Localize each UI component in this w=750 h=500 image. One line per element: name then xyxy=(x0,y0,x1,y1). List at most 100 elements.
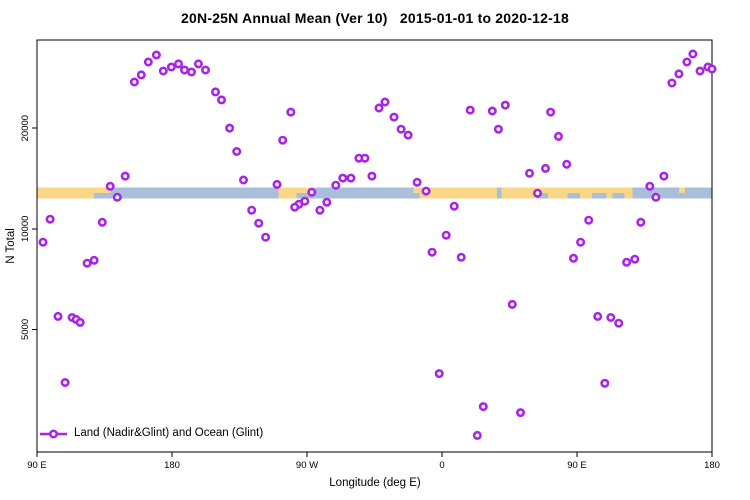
map-strip-land-segment xyxy=(278,187,297,199)
data-point xyxy=(614,318,624,328)
data-point xyxy=(315,205,325,215)
y-tick-label: 5000 xyxy=(20,319,31,340)
data-point xyxy=(225,123,235,133)
data-point xyxy=(421,186,431,196)
data-point xyxy=(645,181,655,191)
data-point xyxy=(261,232,271,242)
data-points xyxy=(38,49,717,440)
map-strip-ocean-segment xyxy=(592,193,607,199)
data-point xyxy=(532,188,542,198)
x-axis-title: Longitude (deg E) xyxy=(329,477,421,489)
data-point xyxy=(239,175,249,185)
data-point xyxy=(89,255,99,265)
data-point xyxy=(374,103,384,113)
data-point xyxy=(584,215,594,225)
data-point xyxy=(630,254,640,264)
data-point xyxy=(622,257,632,267)
legend-marker-icon xyxy=(40,429,67,439)
data-point xyxy=(487,106,497,116)
data-point xyxy=(367,171,377,181)
data-point xyxy=(688,49,698,59)
data-point xyxy=(45,214,55,224)
data-point xyxy=(211,87,221,97)
x-tick-label: 90 W xyxy=(296,460,318,471)
data-point xyxy=(53,311,63,321)
data-point xyxy=(695,66,705,76)
data-point xyxy=(151,50,161,60)
x-tick-label: 90 E xyxy=(27,460,47,471)
data-point xyxy=(682,57,692,67)
data-point xyxy=(553,131,563,141)
data-point xyxy=(562,159,572,169)
data-point xyxy=(667,78,677,88)
data-point xyxy=(143,57,153,67)
data-point xyxy=(651,192,661,202)
map-strip-land-segment xyxy=(94,187,111,194)
data-point xyxy=(331,180,341,190)
data-point xyxy=(515,408,525,418)
data-point xyxy=(606,312,616,322)
map-strip xyxy=(37,187,712,199)
data-point xyxy=(427,247,437,257)
data-point xyxy=(396,124,406,134)
y-tick-label: 10000 xyxy=(20,216,31,242)
map-strip-ocean-segment xyxy=(567,193,580,199)
data-point xyxy=(576,237,586,247)
x-tick-label: 180 xyxy=(164,460,180,471)
data-point xyxy=(174,59,184,69)
data-point xyxy=(338,173,348,183)
data-point xyxy=(187,67,197,77)
data-point xyxy=(105,181,115,191)
data-point xyxy=(307,187,317,197)
data-point xyxy=(389,112,399,122)
map-strip-land-segment xyxy=(413,187,420,194)
data-point xyxy=(593,311,603,321)
data-point xyxy=(456,252,466,262)
data-point xyxy=(60,377,70,387)
data-point xyxy=(465,105,475,115)
x-tick-label: 180 xyxy=(704,460,720,471)
data-point xyxy=(500,100,510,110)
data-point xyxy=(360,153,370,163)
map-strip-ocean-segment xyxy=(612,193,625,199)
data-point xyxy=(129,77,139,87)
data-point xyxy=(278,135,288,145)
y-axis-ticks: 20000 10000 5000 xyxy=(20,115,37,340)
map-strip-land-segment xyxy=(296,187,316,194)
data-point xyxy=(272,179,282,189)
data-point xyxy=(674,69,684,79)
data-point xyxy=(524,168,534,178)
x-tick-label: 90 E xyxy=(567,460,587,471)
map-strip-ocean-segment xyxy=(535,193,548,199)
x-tick-label: 0 xyxy=(439,460,444,471)
data-point xyxy=(180,65,190,75)
data-point xyxy=(568,253,578,263)
data-point xyxy=(346,173,356,183)
data-point xyxy=(478,402,488,412)
data-point xyxy=(546,107,556,117)
data-point xyxy=(449,201,459,211)
data-point xyxy=(322,197,332,207)
data-point xyxy=(380,97,390,107)
data-point xyxy=(403,130,413,140)
data-point xyxy=(120,171,130,181)
data-point xyxy=(75,317,85,327)
data-point xyxy=(472,430,482,440)
data-point xyxy=(540,163,550,173)
legend-circle xyxy=(48,429,58,439)
data-point xyxy=(507,299,517,309)
data-point xyxy=(290,202,300,212)
data-point xyxy=(112,192,122,202)
map-strip-land-segment xyxy=(37,187,94,199)
data-point xyxy=(412,177,422,187)
data-point xyxy=(38,237,48,247)
data-point xyxy=(166,62,176,72)
x-axis-ticks: 90 E 180 90 W 0 90 E 180 xyxy=(27,452,720,471)
data-point xyxy=(247,205,257,215)
data-point xyxy=(493,124,503,134)
map-strip-ocean-segment xyxy=(496,187,502,199)
data-point xyxy=(82,258,92,268)
chart-title: 20N-25N Annual Mean (Ver 10) 2015-01-01 … xyxy=(181,10,569,26)
